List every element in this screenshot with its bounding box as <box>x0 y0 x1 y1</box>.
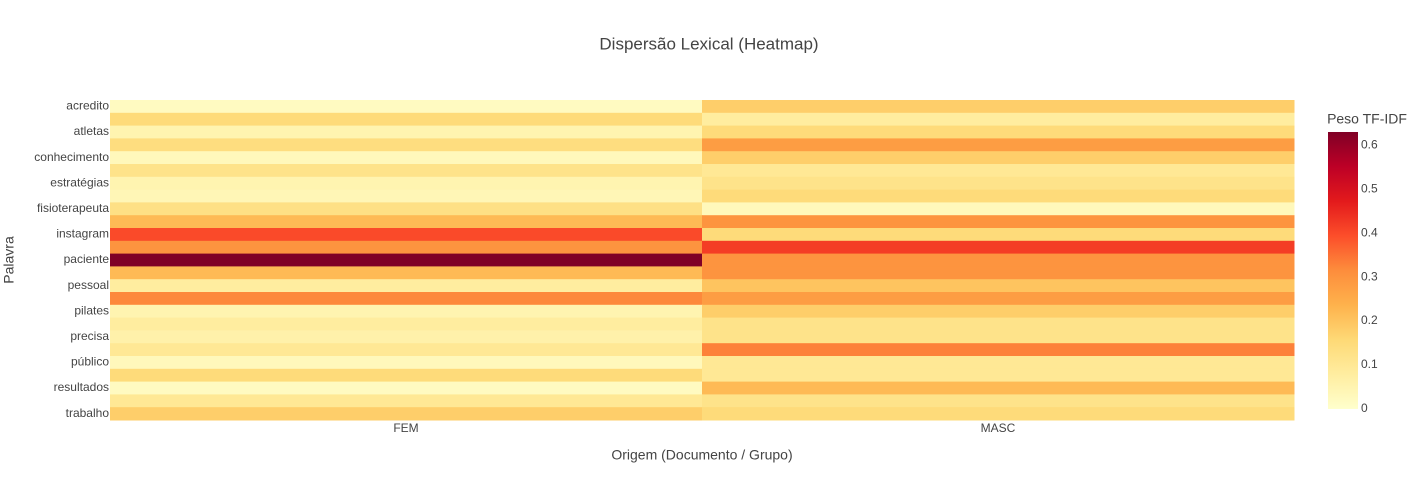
heatmap-cell <box>702 356 1295 370</box>
heatmap-cell <box>702 279 1295 293</box>
colorbar-tick-label: 0.2 <box>1361 313 1378 327</box>
heatmap-cell <box>110 407 703 421</box>
heatmap-cell <box>110 228 703 242</box>
heatmap-cell <box>110 202 703 216</box>
heatmap-cell <box>702 189 1295 203</box>
heatmap-cell <box>702 292 1295 306</box>
y-tick-label: atletas <box>74 124 109 138</box>
heatmap-cell <box>110 266 703 280</box>
y-tick-label: acredito <box>66 99 109 113</box>
y-tick-label: pilates <box>74 303 109 317</box>
y-axis-title: Palavra <box>1 236 17 284</box>
heatmap-cell <box>110 189 703 203</box>
colorbar-tick-label: 0.6 <box>1361 137 1378 151</box>
heatmap-cell <box>110 330 703 344</box>
heatmap-cell <box>110 343 703 357</box>
heatmap-cell <box>702 304 1295 319</box>
heatmap-cell <box>110 151 703 165</box>
colorbar-title: Peso TF-IDF <box>1327 111 1407 127</box>
heatmap-cell <box>702 112 1295 127</box>
y-tick-label: fisioterapeuta <box>37 201 109 215</box>
heatmap-cell <box>702 138 1295 152</box>
heatmap-cell <box>110 125 703 139</box>
heatmap-cell <box>110 164 703 178</box>
y-tick-label: trabalho <box>66 406 110 420</box>
x-axis-title: Origem (Documento / Grupo) <box>611 447 792 463</box>
heatmap-cell <box>702 330 1295 344</box>
colorbar-tick-label: 0.3 <box>1361 269 1378 283</box>
heatmap-cell <box>702 215 1295 229</box>
y-tick-label: público <box>71 355 109 369</box>
heatmap-cell <box>702 266 1295 280</box>
heatmap-cell <box>702 381 1295 395</box>
colorbar-tick-label: 0.4 <box>1361 225 1378 239</box>
heatmap-cell <box>110 215 703 229</box>
y-tick-label: estratégias <box>50 175 109 189</box>
heatmap-cell <box>110 292 703 306</box>
y-tick-label: precisa <box>70 329 109 343</box>
heatmap-cell <box>110 240 703 255</box>
heatmap-cell <box>110 368 703 383</box>
heatmap-cell <box>702 125 1295 139</box>
heatmap-cell <box>110 356 703 370</box>
colorbar-tick-label: 0.5 <box>1361 181 1378 195</box>
heatmap-cell <box>702 164 1295 178</box>
heatmap-cell <box>702 176 1295 191</box>
y-tick-label: paciente <box>64 252 110 266</box>
heatmap-cell <box>702 253 1295 267</box>
colorbar <box>1328 132 1358 409</box>
heatmap-cell <box>110 112 703 127</box>
heatmap-cell <box>702 100 1295 114</box>
y-tick-label: resultados <box>54 380 109 394</box>
y-tick-label: pessoal <box>68 278 109 292</box>
heatmap-cell <box>702 394 1295 408</box>
colorbar-tick-label: 0 <box>1361 401 1368 415</box>
heatmap-cell <box>110 394 703 408</box>
heatmap-cell <box>702 240 1295 255</box>
heatmap-cell <box>702 343 1295 357</box>
y-tick-label: instagram <box>56 227 109 241</box>
heatmap-cell <box>110 253 703 267</box>
x-tick-label: MASC <box>981 421 1016 435</box>
heatmap-cell <box>702 228 1295 242</box>
heatmap-cell <box>110 381 703 395</box>
heatmap-cell <box>702 151 1295 165</box>
heatmap-cell <box>110 176 703 191</box>
heatmap-cell <box>702 317 1295 331</box>
colorbar-tick-label: 0.1 <box>1361 357 1378 371</box>
heatmap-cell <box>702 202 1295 216</box>
heatmap-cell <box>110 304 703 319</box>
heatmap-cell <box>110 100 703 114</box>
heatmap-cell <box>110 138 703 152</box>
heatmap-cell <box>110 317 703 331</box>
y-tick-label: conhecimento <box>34 150 109 164</box>
chart-title: Dispersão Lexical (Heatmap) <box>599 34 818 53</box>
heatmap-cell <box>110 279 703 293</box>
x-tick-label: FEM <box>393 421 418 435</box>
heatmap-cell <box>702 407 1295 421</box>
heatmap-cell <box>702 368 1295 383</box>
